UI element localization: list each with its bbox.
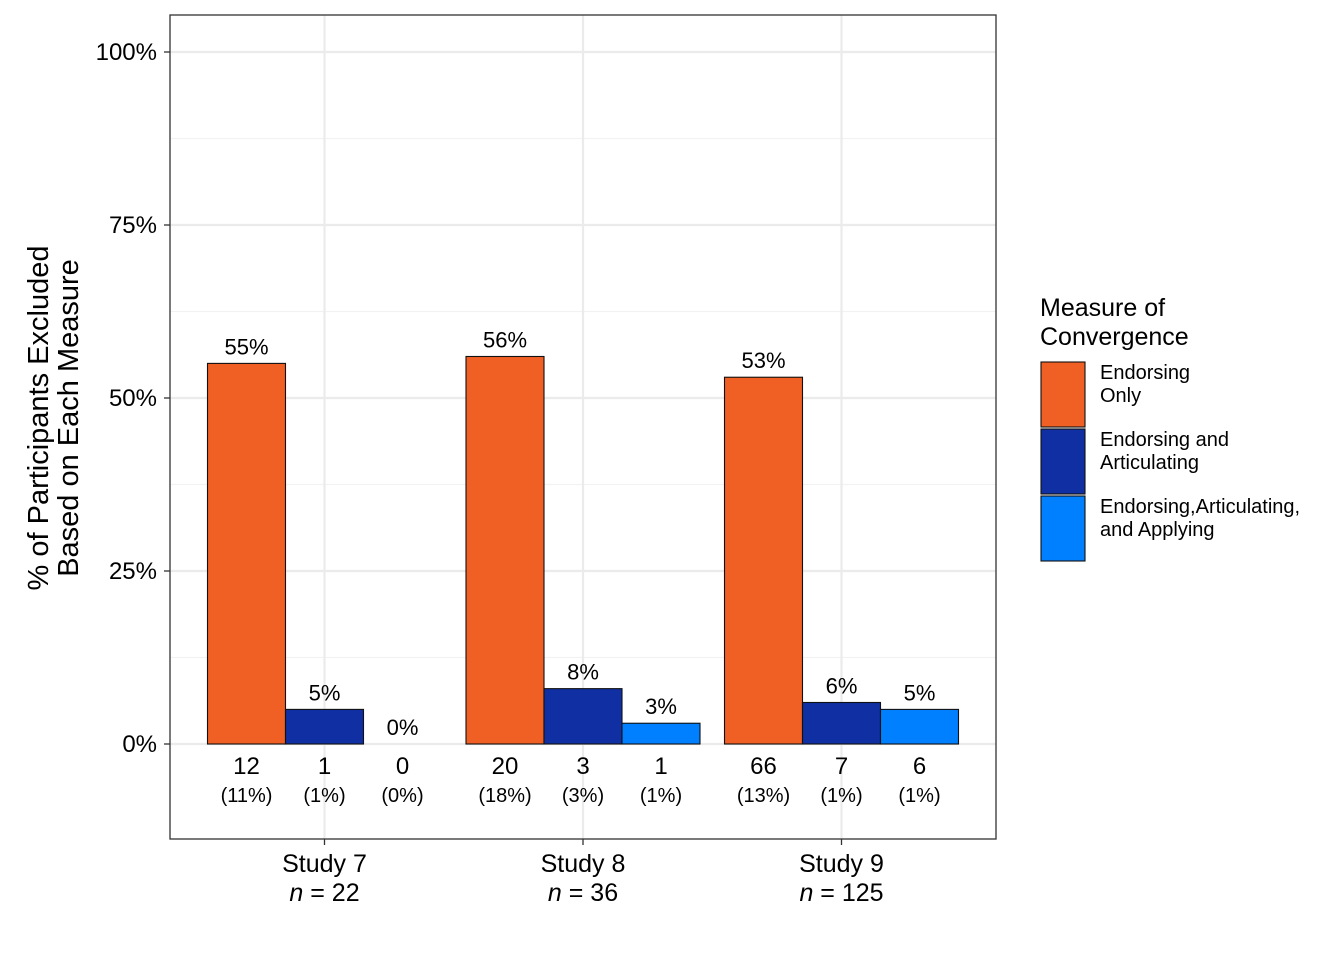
bar-count-percent-label: (1%) bbox=[820, 785, 862, 807]
legend-entry-label: and Applying bbox=[1100, 519, 1215, 541]
sample-size-value: = 125 bbox=[813, 879, 883, 907]
bars-layer bbox=[206, 355, 960, 745]
bar-count-percent-label: (18%) bbox=[478, 785, 531, 807]
bar bbox=[543, 688, 623, 745]
bar-value-label: 53% bbox=[741, 348, 785, 373]
bar-count-label: 6 bbox=[913, 753, 926, 780]
sample-size-value: = 36 bbox=[562, 879, 618, 907]
bar-value-label: 56% bbox=[483, 327, 527, 352]
sample-size-symbol: n bbox=[548, 879, 562, 907]
bar-count-percent-label: (11%) bbox=[221, 785, 273, 807]
labels-layer: 55% 12 (11%) 5% 1 (1%) 0% 0 (0%) 56% 20 (18%) 8% 3 (3%… bbox=[221, 327, 941, 807]
sample-size-symbol: n bbox=[289, 879, 303, 907]
legend-title-line: Measure of bbox=[1040, 294, 1165, 322]
sample-size-symbol: n bbox=[799, 879, 813, 907]
bar-count-label: 12 bbox=[233, 753, 260, 780]
legend-title-line: Convergence bbox=[1040, 323, 1189, 351]
bar-count-percent-label: (1%) bbox=[640, 785, 682, 807]
bar-count-percent-label: (1%) bbox=[303, 785, 345, 807]
y-tick-label: 0% bbox=[122, 731, 157, 758]
bar-count-label: 3 bbox=[576, 753, 589, 780]
y-axis-title-line: % of Participants Excluded bbox=[23, 246, 55, 591]
bar bbox=[465, 355, 545, 745]
bar-count-label: 20 bbox=[492, 753, 519, 780]
bar-count-label: 66 bbox=[750, 753, 777, 780]
bar bbox=[621, 722, 701, 745]
legend-entry-label: Endorsing and bbox=[1100, 429, 1229, 451]
legend-entry-label: Articulating bbox=[1100, 452, 1199, 474]
y-axis-title-line: Based on Each Measure bbox=[53, 259, 85, 577]
bar-count-percent-label: (13%) bbox=[737, 785, 790, 807]
x-category-label: Study 7 bbox=[282, 850, 367, 878]
bar-value-label: 6% bbox=[826, 673, 858, 698]
bar-value-label: 0% bbox=[387, 715, 419, 740]
bar bbox=[284, 708, 365, 745]
bar bbox=[879, 708, 960, 745]
bar-count-label: 0 bbox=[396, 753, 409, 780]
bar-count-label: 7 bbox=[835, 753, 848, 780]
bar bbox=[801, 701, 882, 745]
legend-entry-label: Only bbox=[1100, 385, 1141, 407]
x-category-label: Study 8 bbox=[541, 850, 626, 878]
x-category-sample-size: n = 36 bbox=[548, 879, 618, 907]
legend-entry-label: Endorsing bbox=[1100, 362, 1190, 384]
bar-value-label: 55% bbox=[224, 334, 268, 359]
y-tick-label: 25% bbox=[109, 558, 157, 585]
legend-entry-label: Endorsing,Articulating, bbox=[1100, 496, 1300, 518]
y-axis-title: % of Participants ExcludedBased on Each … bbox=[23, 246, 85, 591]
bar bbox=[723, 376, 804, 745]
sample-size-value: = 22 bbox=[303, 879, 359, 907]
x-category-sample-size: n = 22 bbox=[289, 879, 359, 907]
bar-count-label: 1 bbox=[318, 753, 331, 780]
y-tick-label: 100% bbox=[96, 39, 157, 66]
legend-key-swatch bbox=[1040, 361, 1086, 428]
bar-value-label: 5% bbox=[904, 680, 936, 705]
bar bbox=[206, 362, 287, 745]
y-tick-label: 50% bbox=[109, 385, 157, 412]
bar-count-label: 1 bbox=[654, 753, 667, 780]
bar-value-label: 5% bbox=[309, 680, 341, 705]
bar-value-label: 3% bbox=[645, 694, 677, 719]
legend-key-swatch bbox=[1040, 428, 1086, 495]
bar-count-percent-label: (3%) bbox=[562, 785, 604, 807]
bar-value-label: 8% bbox=[567, 660, 599, 685]
x-category-sample-size: n = 125 bbox=[799, 879, 883, 907]
x-category-label: Study 9 bbox=[799, 850, 884, 878]
legend-key-swatch bbox=[1040, 495, 1086, 562]
bar-count-percent-label: (0%) bbox=[381, 785, 423, 807]
bar-count-percent-label: (1%) bbox=[898, 785, 940, 807]
y-tick-label: 75% bbox=[109, 212, 157, 239]
